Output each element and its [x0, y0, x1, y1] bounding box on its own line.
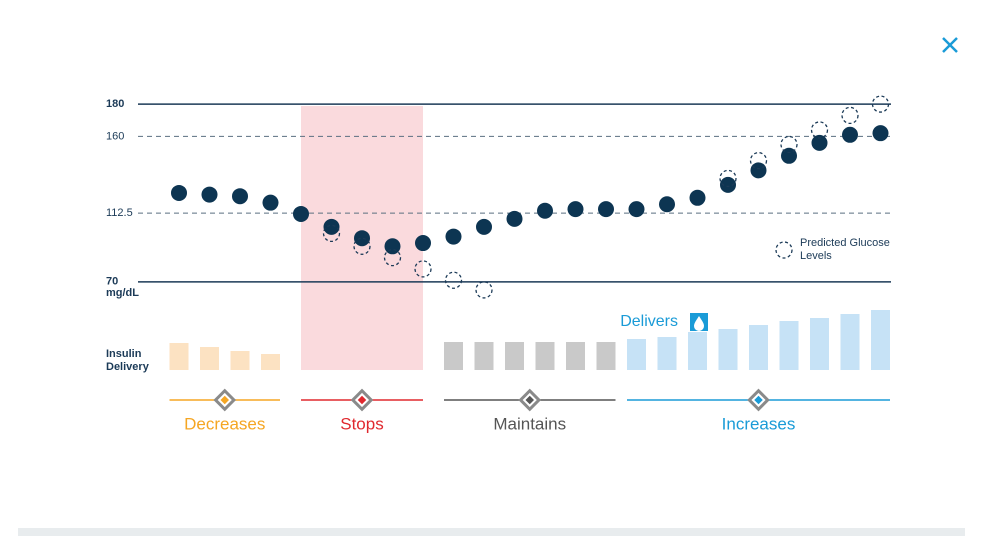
glucose-point — [232, 188, 248, 205]
insulin-bar — [871, 310, 890, 370]
insulin-bar — [200, 347, 219, 370]
phase-icon-dot — [220, 395, 229, 405]
glucose-point — [628, 201, 645, 218]
phase-icon-dot — [357, 395, 367, 405]
glucose-point — [689, 189, 706, 206]
glucose-point — [659, 196, 675, 213]
phase-label: Decreases — [184, 414, 265, 433]
predicted-point — [383, 248, 402, 267]
predicted-point — [353, 237, 371, 255]
insulin-bar — [840, 314, 860, 370]
glucose-point — [506, 210, 523, 227]
insulin-bar — [566, 342, 585, 370]
insulin-bar — [657, 337, 677, 370]
insulin-label: Insulin Delivery — [106, 348, 149, 373]
predicted-point — [841, 106, 859, 125]
insulin-bar — [505, 342, 524, 370]
predicted-point — [810, 121, 829, 139]
insulin-bar — [596, 342, 616, 370]
legend-label: Predicted Glucose Levels — [800, 237, 890, 262]
delivers-label: Delivers — [620, 313, 678, 330]
predicted-point — [414, 260, 432, 278]
drop-icon — [694, 316, 704, 331]
y-tick-label: 160 — [106, 130, 124, 142]
predicted-point — [780, 135, 798, 154]
glucose-point — [537, 202, 553, 219]
predicted-point — [322, 224, 341, 243]
insulin-bar — [169, 343, 189, 370]
glucose-point — [354, 230, 370, 247]
glucose-point — [750, 162, 767, 179]
glucose-point — [201, 186, 218, 203]
glucose-point — [842, 126, 858, 143]
glucose-point — [567, 201, 584, 218]
y-tick-label: 70 — [106, 276, 118, 288]
glucose-point — [872, 125, 889, 142]
glucose-point — [720, 176, 736, 193]
glucose-point — [384, 238, 401, 255]
glucose-point — [598, 201, 614, 218]
glucose-point — [445, 228, 462, 245]
insulin-bar — [688, 332, 707, 370]
phase-label: Maintains — [493, 414, 566, 433]
glucose-point — [171, 184, 187, 201]
y-tick-label: 180 — [106, 98, 124, 110]
phase-icon-dot — [754, 395, 763, 405]
insulin-bar — [230, 351, 250, 370]
y-axis-label: mg/dL — [106, 287, 139, 299]
predicted-point — [871, 95, 890, 113]
glucose-point — [262, 194, 279, 211]
insulin-bar — [474, 342, 494, 370]
glucose-point — [293, 205, 309, 222]
glucose-point — [415, 235, 431, 252]
glucose-point — [476, 218, 492, 235]
insulin-bar — [444, 342, 463, 370]
predicted-point — [719, 169, 737, 188]
insulin-bar — [779, 321, 799, 370]
insulin-bar — [261, 354, 280, 370]
close-icon — [942, 37, 958, 53]
y-tick-label: 112.5 — [106, 207, 133, 219]
close-button[interactable] — [942, 37, 958, 53]
phase-label: Increases — [722, 414, 796, 433]
insulin-bar — [810, 318, 829, 370]
predicted-point — [444, 271, 463, 289]
phase-label: Stops — [340, 414, 383, 433]
legend-marker — [775, 241, 793, 259]
phase-icon-dot — [525, 395, 534, 405]
glucose-point — [323, 218, 340, 235]
predicted-point — [475, 281, 493, 299]
insulin-bar — [627, 339, 646, 370]
predicted-point — [749, 151, 768, 170]
insulin-bar — [749, 325, 768, 370]
insulin-bar — [718, 329, 738, 370]
glucose-point — [811, 134, 828, 151]
background-image-strip — [18, 528, 965, 536]
insulin-bar — [535, 342, 555, 370]
